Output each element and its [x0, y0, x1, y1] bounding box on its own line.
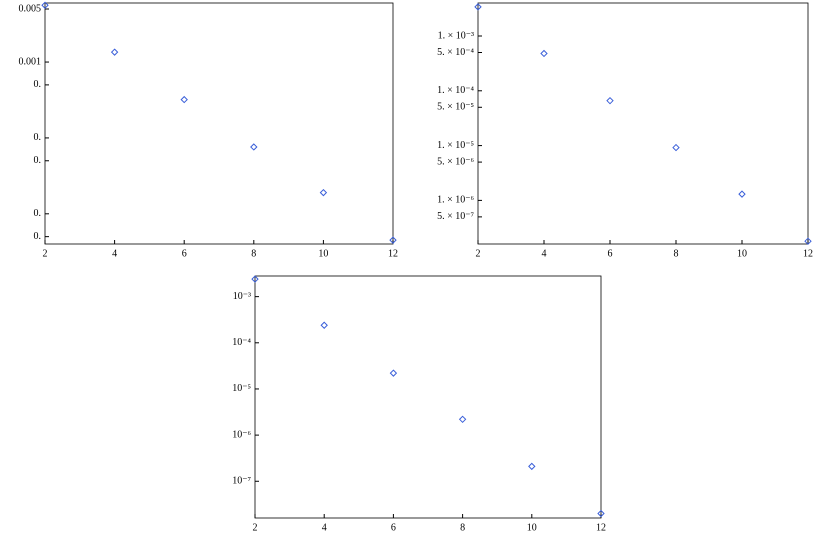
y-tick-label: 10⁻³ — [233, 291, 251, 302]
x-tick-label: 12 — [388, 248, 398, 259]
y-tick-label: 5. × 10⁻⁴ — [437, 47, 474, 58]
y-tick-label: 0. — [34, 208, 42, 219]
y-tick-label: 0.001 — [19, 56, 42, 67]
data-point — [320, 321, 328, 329]
x-tick-label: 4 — [542, 248, 547, 259]
data-point — [41, 1, 49, 9]
y-tick-label: 0. — [34, 132, 42, 143]
data-point — [540, 49, 548, 58]
data-point — [458, 415, 467, 424]
y-tick-label: 5. × 10⁻⁷ — [437, 211, 474, 222]
x-tick-label: 4 — [112, 248, 117, 259]
y-tick-label: 10⁻⁵ — [232, 383, 251, 394]
plot-frame — [477, 2, 809, 245]
y-tick-label: 10⁻⁴ — [232, 337, 251, 348]
y-tick-label: 10⁻⁷ — [232, 476, 251, 487]
y-tick-label: 0. — [34, 231, 42, 242]
x-tick-label: 6 — [608, 248, 613, 259]
data-point — [672, 143, 680, 152]
data-point — [528, 462, 536, 471]
x-tick-label: 6 — [391, 522, 396, 533]
plot-frame — [44, 2, 394, 245]
data-point — [606, 96, 614, 105]
x-tick-label: 2 — [476, 248, 481, 259]
y-tick-label: 10⁻⁶ — [232, 429, 251, 440]
x-tick-label: 10 — [737, 248, 747, 259]
y-tick-label: 1. × 10⁻⁴ — [437, 85, 474, 96]
x-tick-label: 8 — [460, 522, 465, 533]
x-tick-label: 2 — [43, 248, 48, 259]
x-tick-label: 4 — [322, 522, 327, 533]
y-tick-label: 0. — [34, 79, 42, 90]
data-point — [738, 190, 746, 198]
x-tick-label: 12 — [596, 522, 606, 533]
data-point — [180, 95, 188, 104]
y-tick-label: 5. × 10⁻⁵ — [437, 102, 474, 113]
plot-frame — [254, 275, 602, 519]
x-tick-label: 6 — [182, 248, 187, 259]
data-point — [474, 3, 482, 11]
y-tick-label: 1. × 10⁻³ — [438, 30, 474, 41]
data-point — [389, 369, 398, 377]
x-tick-label: 12 — [803, 248, 813, 259]
data-point — [597, 509, 605, 518]
y-tick-label: 0.005 — [19, 3, 42, 14]
x-tick-label: 2 — [253, 522, 258, 533]
data-point — [250, 143, 258, 151]
data-point — [804, 237, 812, 245]
x-tick-label: 8 — [674, 248, 679, 259]
x-tick-label: 10 — [318, 248, 328, 259]
data-point — [389, 236, 397, 244]
data-point — [251, 275, 259, 283]
y-tick-label: 0. — [34, 155, 42, 166]
x-tick-label: 10 — [527, 522, 537, 533]
x-tick-label: 8 — [251, 248, 256, 259]
y-tick-label: 5. × 10⁻⁶ — [437, 156, 474, 167]
y-tick-label: 1. × 10⁻⁵ — [437, 140, 474, 151]
data-point — [110, 48, 119, 56]
y-tick-label: 1. × 10⁻⁶ — [437, 195, 474, 206]
data-point — [319, 188, 328, 197]
